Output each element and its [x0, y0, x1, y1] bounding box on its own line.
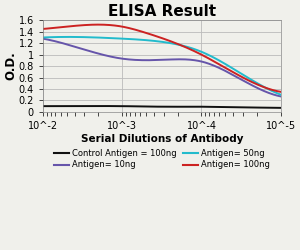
- Title: ELISA Result: ELISA Result: [108, 4, 216, 19]
- Y-axis label: O.D.: O.D.: [4, 52, 17, 80]
- Legend: Control Antigen = 100ng, Antigen= 10ng, Antigen= 50ng, Antigen= 100ng: Control Antigen = 100ng, Antigen= 10ng, …: [54, 149, 269, 170]
- X-axis label: Serial Dilutions of Antibody: Serial Dilutions of Antibody: [81, 134, 243, 144]
